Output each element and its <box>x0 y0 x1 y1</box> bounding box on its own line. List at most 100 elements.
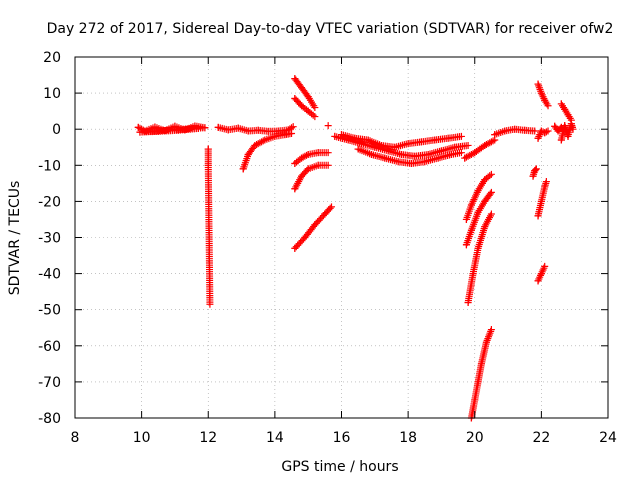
data-point <box>244 150 252 158</box>
data-point <box>474 187 482 195</box>
series-arc-10b <box>462 188 495 249</box>
y-tick-label: -50 <box>38 303 61 319</box>
data-point <box>394 158 402 166</box>
data-points <box>134 75 577 422</box>
data-point <box>298 154 306 162</box>
data-point <box>529 172 537 180</box>
data-point <box>467 226 475 234</box>
data-point <box>424 150 432 158</box>
data-point <box>411 152 419 160</box>
trace-marker <box>486 172 494 180</box>
series-arc-5 <box>331 132 472 160</box>
data-point <box>537 270 545 278</box>
y-axis-label: SDTVAR / TECUs <box>7 181 23 296</box>
data-point <box>451 143 459 151</box>
trace-marker <box>542 128 550 136</box>
data-point <box>311 113 319 121</box>
data-point <box>417 138 425 146</box>
data-point <box>384 147 392 155</box>
data-point <box>471 396 479 404</box>
data-point <box>244 127 252 135</box>
data-point <box>544 102 552 110</box>
data-point <box>251 141 259 149</box>
series-arc-2 <box>214 123 297 135</box>
series-arc-11 <box>529 165 540 180</box>
trace-marker <box>486 190 494 198</box>
data-point <box>437 147 445 155</box>
data-point <box>298 102 306 110</box>
y-tick-label: -10 <box>38 158 61 174</box>
data-point <box>557 136 565 144</box>
x-tick-label: 10 <box>133 430 151 446</box>
data-point <box>234 124 242 132</box>
data-point <box>481 223 489 231</box>
series-arc-4d <box>291 161 332 193</box>
trace-marker <box>532 166 540 174</box>
data-point <box>254 126 262 134</box>
data-point <box>534 277 542 285</box>
data-point <box>561 105 569 113</box>
series-arc-17 <box>557 100 575 124</box>
data-point <box>271 132 279 140</box>
data-point <box>181 126 189 134</box>
series-outliers-12h <box>204 145 214 308</box>
data-point <box>239 165 247 173</box>
data-point <box>324 149 332 157</box>
data-point <box>544 127 552 135</box>
data-point <box>304 150 312 158</box>
data-point <box>457 132 465 140</box>
series-arc-6 <box>338 131 465 151</box>
x-tick-label: 20 <box>466 430 484 446</box>
series-arc-4c <box>291 149 332 167</box>
data-point <box>324 161 332 169</box>
data-point <box>481 176 489 184</box>
y-tick-label: -40 <box>38 267 61 283</box>
x-tick-label: 18 <box>399 430 417 446</box>
data-point <box>311 104 319 112</box>
y-tick-label: -30 <box>38 231 61 247</box>
data-point <box>351 134 359 142</box>
data-point <box>551 122 559 130</box>
data-point <box>304 165 312 173</box>
y-tick-label: 0 <box>52 122 61 138</box>
data-point <box>541 129 549 137</box>
y-tick-label: 20 <box>43 50 61 66</box>
x-tick-label: 16 <box>333 430 351 446</box>
data-point <box>367 150 375 158</box>
data-point <box>201 124 209 132</box>
x-tick-label: 8 <box>71 430 80 446</box>
data-point <box>511 125 519 133</box>
data-point <box>397 150 405 158</box>
data-point <box>431 136 439 144</box>
data-point <box>204 145 212 153</box>
data-point <box>487 170 495 178</box>
series-arc-1 <box>134 122 209 136</box>
data-point <box>487 210 495 218</box>
data-point <box>469 270 477 278</box>
data-point <box>354 145 362 153</box>
data-point <box>206 300 214 308</box>
series-arc-13 <box>534 262 549 285</box>
data-point <box>537 89 545 97</box>
data-point <box>461 154 469 162</box>
series-arc-18 <box>557 120 577 144</box>
data-point <box>298 172 306 180</box>
series-arc-3 <box>239 130 296 173</box>
x-tick-label: 24 <box>599 430 617 446</box>
data-point <box>561 122 569 130</box>
series-arc-7 <box>354 145 465 167</box>
data-point <box>154 127 162 135</box>
data-point <box>381 154 389 162</box>
y-tick-label: -80 <box>38 411 61 427</box>
data-point <box>311 221 319 229</box>
data-point <box>541 183 549 191</box>
data-point <box>136 128 144 136</box>
data-point <box>474 378 482 386</box>
data-point <box>541 262 549 270</box>
data-point <box>134 123 142 131</box>
data-point <box>407 159 415 167</box>
data-point <box>474 208 482 216</box>
series-arc-14 <box>534 80 552 110</box>
data-point <box>471 149 479 157</box>
chart-title: Day 272 of 2017, Sidereal Day-to-day VTE… <box>47 21 614 37</box>
